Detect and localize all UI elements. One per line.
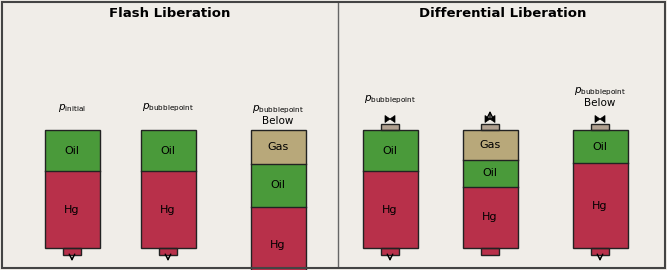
Bar (159, 248, 177, 255)
Bar (481, 124, 499, 130)
Bar (382, 124, 399, 130)
Bar (591, 248, 609, 255)
Bar (45, 130, 99, 171)
Text: Below: Below (584, 98, 616, 108)
Text: Gas: Gas (480, 140, 501, 150)
Text: Hg: Hg (64, 205, 80, 215)
Text: Oil: Oil (482, 168, 498, 178)
Text: Hg: Hg (382, 205, 398, 215)
Bar (251, 130, 305, 270)
Bar (462, 160, 518, 187)
Polygon shape (485, 116, 490, 123)
Bar (362, 130, 418, 171)
Text: $p_{\rm bubblepoint}$: $p_{\rm bubblepoint}$ (364, 94, 416, 106)
Bar (251, 164, 305, 207)
Bar (45, 130, 99, 248)
Bar (141, 130, 195, 171)
Polygon shape (385, 116, 390, 123)
Text: Hg: Hg (160, 205, 175, 215)
Bar (251, 130, 305, 270)
Text: Below: Below (262, 116, 293, 126)
Bar (45, 130, 99, 248)
Text: Oil: Oil (592, 141, 608, 151)
Text: Oil: Oil (161, 146, 175, 156)
Bar (572, 130, 628, 248)
Bar (462, 130, 518, 248)
Bar (572, 130, 628, 248)
Polygon shape (600, 116, 605, 123)
Polygon shape (595, 116, 600, 123)
Bar (462, 130, 518, 248)
Polygon shape (490, 116, 495, 123)
Bar (251, 130, 305, 164)
Text: Hg: Hg (592, 201, 608, 211)
Text: Flash Liberation: Flash Liberation (109, 7, 231, 20)
Text: $p_{\rm bubblepoint}$: $p_{\rm bubblepoint}$ (142, 102, 194, 114)
Text: $p_{\rm bubblepoint}$: $p_{\rm bubblepoint}$ (252, 104, 304, 116)
Bar (572, 130, 628, 163)
Bar (362, 130, 418, 248)
Text: Gas: Gas (267, 142, 289, 152)
Bar (481, 248, 499, 255)
Text: Differential Liberation: Differential Liberation (420, 7, 587, 20)
Bar (63, 248, 81, 255)
Bar (141, 130, 195, 248)
Polygon shape (390, 116, 395, 123)
Bar (591, 124, 609, 130)
Text: $p_{\rm bubblepoint}$: $p_{\rm bubblepoint}$ (574, 86, 626, 98)
Text: Oil: Oil (382, 146, 398, 156)
Text: Hg: Hg (270, 240, 285, 250)
Text: Oil: Oil (271, 180, 285, 190)
Bar (382, 248, 399, 255)
Text: Hg: Hg (482, 212, 498, 222)
Text: Oil: Oil (65, 146, 79, 156)
Text: $p_{\rm initial}$: $p_{\rm initial}$ (58, 102, 86, 114)
Bar (141, 130, 195, 248)
Bar (462, 130, 518, 160)
Bar (362, 130, 418, 248)
